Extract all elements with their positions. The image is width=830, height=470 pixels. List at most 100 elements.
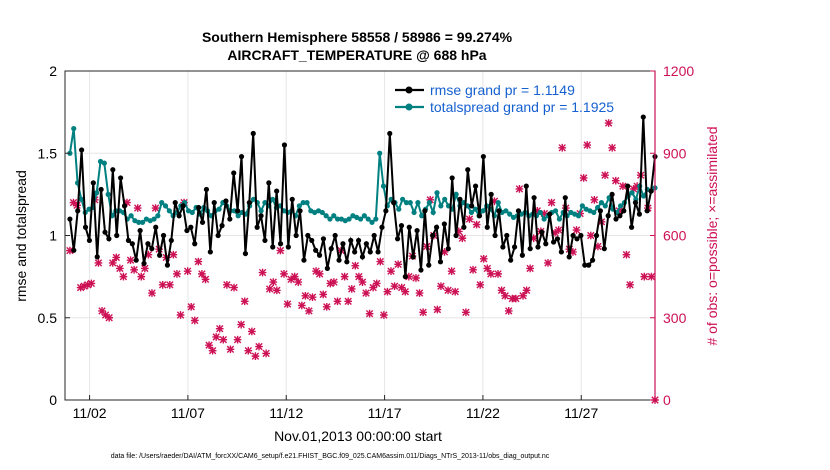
rmse-point-93 [430,232,436,239]
obs-marker-36 [194,257,203,266]
obs-marker-122 [501,291,510,300]
rmse-point-137 [601,246,607,252]
rmse-point-135 [593,232,600,239]
obs-marker-105 [440,248,449,256]
spread-point-78 [365,216,371,222]
obs-marker-123 [504,307,513,315]
rmse-point-84 [394,236,401,242]
spread-point-51 [262,200,268,206]
rmse-point-131 [578,232,584,239]
rmse-point-86 [402,274,408,280]
rmse-point-96 [441,221,447,227]
rmse-point-34 [199,219,206,225]
spread-point-67 [323,213,329,219]
rmse-point-144 [628,224,635,230]
rmse-point-88 [410,254,416,260]
rmse-point-59 [297,208,303,214]
obs-marker-9 [98,307,106,315]
spread-point-140 [602,203,608,209]
obs-marker-24 [151,204,160,212]
obs-marker-77 [340,272,349,281]
y-axis-right: 0 300 600 900 1200 [650,63,694,408]
rmse-point-46 [246,200,252,206]
rmse-point-148 [644,208,650,214]
obs-marker-107 [447,267,456,275]
rmse-point-17 [133,257,139,263]
obs-marker-81 [355,272,363,281]
y-left-tick-label-0: 0 [49,392,57,408]
spread-point-95 [430,209,436,216]
obs-marker-98 [415,289,424,297]
obs-marker-70 [315,270,324,278]
spread-point-79 [369,219,375,225]
rmse-point-12 [114,232,120,239]
rmse-point-3 [79,147,85,153]
rmse-point-1 [71,247,77,253]
rmse-point-11 [110,167,116,173]
y-axis-left: 0 0.5 1 1.5 2 [38,63,70,408]
obs-marker-82 [358,278,367,286]
rmse-point-51 [266,180,272,186]
obs-marker-130 [529,234,538,243]
rmse-point-43 [235,208,241,214]
obs-marker-4 [80,282,89,291]
obs-marker-15 [119,272,128,281]
obs-marker-33 [183,267,192,275]
rmse-point-2 [75,208,81,214]
obs-marker-50 [244,346,253,355]
rmse-point-48 [254,224,260,230]
obs-marker-48 [237,320,246,329]
spread-point-150 [640,193,647,199]
obs-marker-93 [397,283,406,292]
obs-marker-55 [262,349,270,358]
obs-marker-64 [294,278,303,286]
rmse-point-8 [98,186,104,193]
rmse-point-41 [227,216,233,222]
rmse-point-18 [137,227,143,234]
rmse-point-127 [562,195,568,201]
obs-marker-43 [219,335,228,344]
spread-point-90 [411,209,417,216]
rmse-point-28 [176,213,182,219]
rmse-point-21 [149,246,155,252]
obs-marker-30 [173,270,181,278]
obs-marker-41 [212,333,221,341]
rmse-point-30 [184,227,190,234]
rmse-point-32 [192,241,198,247]
rmse-point-69 [336,257,342,263]
obs-marker-8 [94,259,103,267]
obs-marker-72 [322,302,331,311]
obs-marker-153 [611,176,620,185]
rmse-point-115 [515,208,522,214]
rmse-series [67,114,658,280]
y-left-tick-label-2: 1 [49,228,57,244]
rmse-point-77 [367,249,373,255]
rmse-point-114 [511,244,518,250]
obs-marker-90 [387,267,395,275]
rmse-point-80 [379,224,385,230]
spread-point-81 [377,150,383,156]
rmse-point-61 [305,232,311,239]
obs-marker-78 [344,297,353,306]
obs-marker-44 [223,281,231,289]
obs-marker-67 [305,307,313,315]
rmse-point-9 [102,229,108,235]
obs-marker-135 [547,198,556,207]
rmse-point-130 [574,236,580,242]
spread-point-61 [300,200,306,206]
spread-point-3 [78,196,84,202]
rmse-point-62 [309,237,315,244]
obs-marker-17 [126,256,135,265]
legend-spread-marker [405,103,413,111]
rmse-point-36 [207,249,213,255]
obs-marker-11 [105,313,113,322]
rmse-point-6 [90,180,96,186]
rmse-point-125 [554,236,561,242]
obs-marker-45 [226,345,235,354]
rmse-point-133 [586,262,592,268]
rmse-point-94 [433,224,440,230]
rmse-point-14 [121,203,128,209]
obs-marker-88 [380,311,388,319]
obs-marker-127 [519,291,527,300]
obs-marker-157 [626,281,634,289]
